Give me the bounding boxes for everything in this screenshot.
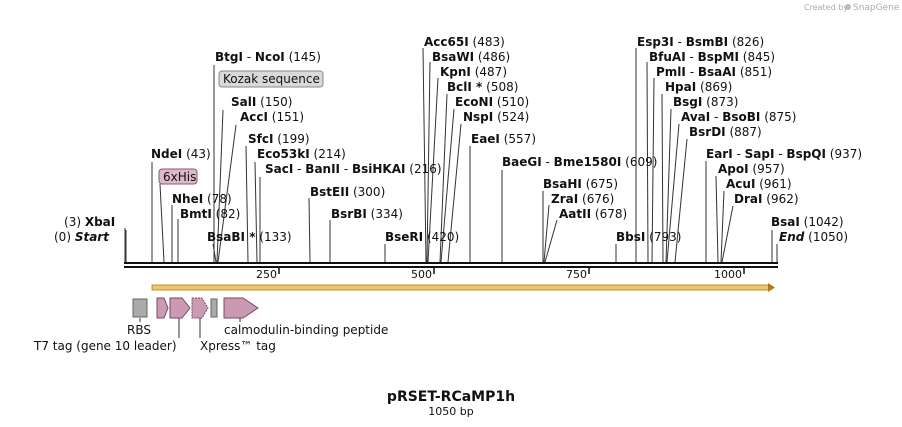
tick-500: 500 <box>411 268 432 281</box>
site-bseri[interactable]: BseRI (420) <box>385 230 459 244</box>
site-bbsi[interactable]: BbsI (793) <box>616 230 681 244</box>
start-label: (0) Start <box>54 230 110 244</box>
site-bsahi[interactable]: BsaHI (675) <box>543 177 618 191</box>
label-t7-tag: T7 tag (gene 10 leader) <box>33 339 177 353</box>
site-kpni[interactable]: KpnI (487) <box>440 65 507 79</box>
orf-arrow[interactable] <box>151 283 775 292</box>
tick-750: 750 <box>566 268 587 281</box>
site-bcli[interactable]: BclI * (508) <box>447 80 518 94</box>
credit-text: Created by <box>804 3 848 12</box>
map-title: pRSET-RCaMP1h <box>387 389 515 405</box>
site-bsteii[interactable]: BstEII (300) <box>310 185 385 199</box>
label-rbs: RBS <box>127 323 151 337</box>
sequence-backbone <box>124 262 778 268</box>
site-bfuai[interactable]: BfuAI - BspMI (845) <box>649 50 775 64</box>
svg-text:Kozak sequence: Kozak sequence <box>223 72 320 86</box>
site-bsrbi[interactable]: BsrBI (334) <box>331 207 403 221</box>
site-nspi[interactable]: NspI (524) <box>463 110 529 124</box>
snapgene-logo-icon <box>845 4 851 10</box>
map-length: 1050 bp <box>428 405 473 418</box>
restriction-sites: BtgI - NcoI (145) Kozak sequence SalI (1… <box>54 35 862 244</box>
site-saci[interactable]: SacI - BanII - BsiHKAI (216) <box>265 162 442 176</box>
features: RBS T7 tag (gene 10 leader) Xpress™ tag … <box>33 297 388 353</box>
tick-1000: 1000 <box>714 268 742 281</box>
site-avai[interactable]: AvaI - BsoBI (875) <box>681 110 796 124</box>
site-pmli[interactable]: PmlI - BsaAI (851) <box>656 65 772 79</box>
site-apoi[interactable]: ApoI (957) <box>718 162 785 176</box>
feature-kozak-sequence[interactable]: Kozak sequence <box>218 70 324 88</box>
site-baegi[interactable]: BaeGI - Bme1580I (609) <box>502 155 657 169</box>
site-eari[interactable]: EarI - SapI - BspQI (937) <box>706 147 862 161</box>
site-bsawi[interactable]: BsaWI (486) <box>432 50 510 64</box>
feature-rbs[interactable] <box>132 298 148 318</box>
site-eco53ki[interactable]: Eco53kI (214) <box>257 147 346 161</box>
site-eaei[interactable]: EaeI (557) <box>471 132 536 146</box>
svg-text:6xHis: 6xHis <box>163 170 196 184</box>
feature-calmodulin-binding-peptide[interactable] <box>223 297 259 319</box>
site-econi[interactable]: EcoNI (510) <box>455 95 529 109</box>
site-acc65i[interactable]: Acc65I (483) <box>424 35 505 49</box>
site-drai[interactable]: DraI (962) <box>734 192 799 206</box>
feature-6xhis[interactable]: 6xHis <box>158 168 198 185</box>
site-hpai[interactable]: HpaI (869) <box>665 80 732 94</box>
site-sali[interactable]: SalI (150) <box>231 95 292 109</box>
site-ndei[interactable]: NdeI (43) <box>151 147 211 161</box>
label-xpress-tag: Xpress™ tag <box>200 339 276 353</box>
end-label: End (1050) <box>779 230 848 244</box>
label-calmodulin-binding-peptide: calmodulin-binding peptide <box>224 323 388 337</box>
site-bmti[interactable]: BmtI (82) <box>180 207 240 221</box>
site-bsabi[interactable]: BsaBI * (133) <box>207 230 292 244</box>
feature-xpress-tag[interactable] <box>191 297 209 319</box>
feature-his-tag-arrow[interactable] <box>156 297 169 319</box>
site-bsgi[interactable]: BsgI (873) <box>673 95 738 109</box>
site-acui[interactable]: AcuI (961) <box>726 177 792 191</box>
feature-grey-small[interactable] <box>210 298 218 318</box>
site-bsai[interactable]: BsaI (1042) <box>771 215 844 229</box>
credit-brand: SnapGene <box>853 3 900 13</box>
site-xbai[interactable]: (3) XbaI <box>64 215 115 229</box>
ruler: 250 500 750 1000 <box>256 268 745 281</box>
site-bsrdi[interactable]: BsrDI (887) <box>689 125 762 139</box>
site-aatii[interactable]: AatII (678) <box>559 207 627 221</box>
site-leader-lines <box>124 47 778 263</box>
feature-t7-tag[interactable] <box>169 297 191 319</box>
site-btgi[interactable]: BtgI - NcoI (145) <box>215 50 321 64</box>
site-sfci[interactable]: SfcI (199) <box>248 132 310 146</box>
snapgene-credit: Created by SnapGene <box>804 3 900 13</box>
site-acci[interactable]: AccI (151) <box>240 110 304 124</box>
site-zrai[interactable]: ZraI (676) <box>551 192 614 206</box>
tick-250: 250 <box>256 268 277 281</box>
site-esp3i[interactable]: Esp3I - BsmBI (826) <box>637 35 764 49</box>
site-nhei[interactable]: NheI (78) <box>172 192 232 206</box>
